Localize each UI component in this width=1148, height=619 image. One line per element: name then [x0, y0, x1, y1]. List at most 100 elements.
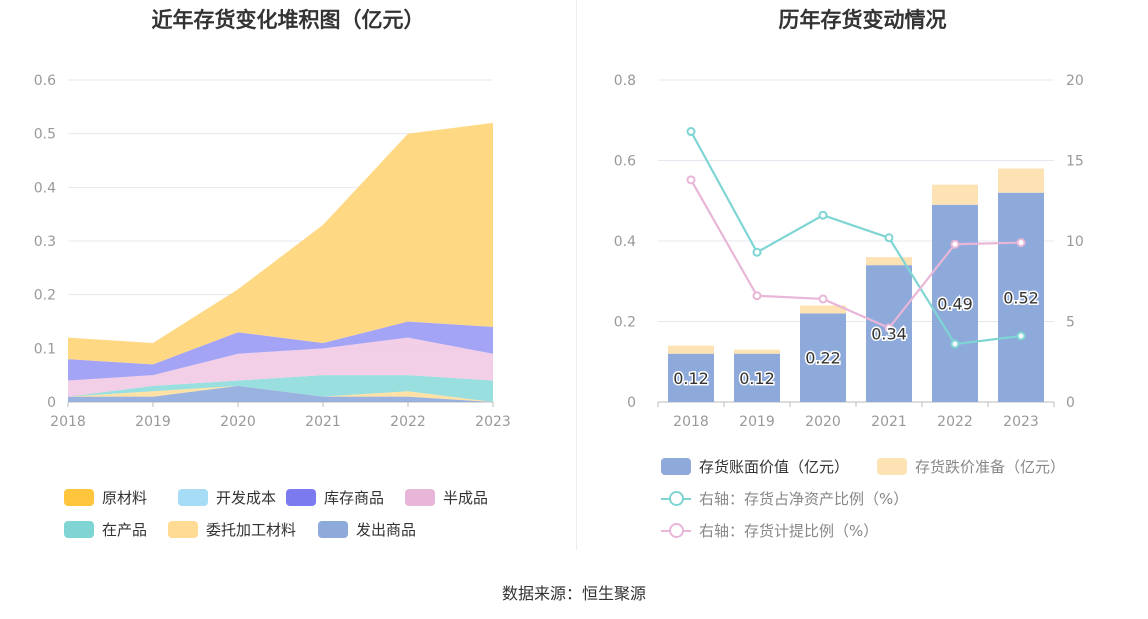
legend-item[interactable]: 存货跌价准备（亿元）: [877, 456, 1065, 477]
bar-book-value: [932, 204, 978, 402]
x-tick-label: 2021: [871, 414, 907, 430]
y2-tick-label: 0: [1066, 395, 1075, 411]
area-原材料: [68, 122, 493, 365]
bar-value-label: 0.49: [937, 294, 973, 313]
bar-value-label: 0.22: [805, 349, 841, 368]
y-tick-label: 0.1: [34, 341, 56, 357]
x-tick-label: 2021: [305, 414, 341, 430]
y-tick-label: 0: [47, 395, 56, 411]
bar-book-value: [734, 353, 780, 402]
line-point: [818, 210, 828, 220]
legend-swatch: [405, 489, 435, 506]
legend-swatch: [168, 521, 198, 538]
legend-swatch: [877, 458, 907, 475]
bar-book-value: [998, 192, 1044, 402]
x-tick-label: 2018: [673, 414, 709, 430]
legend-swatch: [318, 521, 348, 538]
bar-book-value: [866, 265, 912, 402]
line-point: [818, 294, 828, 304]
panel-divider: [576, 0, 577, 550]
legend-label: 委托加工材料: [206, 521, 297, 539]
line-point: [884, 323, 894, 333]
left-chart-title: 近年存货变化堆积图（亿元）: [151, 8, 425, 32]
legend-item[interactable]: 半成品: [405, 487, 488, 508]
line-point: [884, 233, 894, 243]
bar-value-label: 0.52: [1003, 288, 1039, 307]
y-tick-label: 0: [627, 395, 636, 411]
y2-tick-label: 5: [1066, 315, 1075, 331]
right-chart-panel: 历年存货变动情况 0 0.2 0.4 0.6 0.8 0 5 10 15 20 2018 2019 20…: [577, 0, 1148, 550]
area-半成品: [68, 337, 493, 397]
x-tick-label: 2020: [805, 414, 841, 430]
line-point: [752, 247, 762, 257]
legend-label: 开发成本: [216, 489, 277, 507]
legend-swatch: [286, 489, 316, 506]
legend-item[interactable]: 原材料: [64, 487, 147, 508]
x-tick-label: 2020: [220, 414, 256, 430]
stacked-area-chart: 0 0.1 0.2 0.3 0.4 0.5 0.6 2018 2019 2020 2021 2022 2…: [34, 73, 511, 430]
line-point: [686, 175, 696, 185]
legend-label: 库存商品: [324, 489, 385, 507]
legend-swatch: [178, 489, 208, 506]
bar-book-value: [800, 313, 846, 402]
right-chart-title: 历年存货变动情况: [778, 8, 947, 32]
legend-label: 右轴：存货计提比例（%）: [699, 522, 879, 540]
bar-impairment: [734, 349, 780, 354]
y-tick-label: 0.3: [34, 234, 56, 250]
y-tick-label: 0.4: [614, 234, 636, 250]
bar-impairment: [932, 184, 978, 205]
line-point: [1016, 331, 1026, 341]
y-tick-label: 0.6: [614, 154, 636, 170]
y-tick-label: 0.4: [34, 180, 56, 196]
y-tick-label: 0.8: [614, 73, 636, 89]
legend-item[interactable]: 右轴：存货计提比例（%）: [661, 520, 878, 541]
left-chart-panel: 近年存货变化堆积图（亿元） 0 0.1 0.2 0.3 0.4 0.5 0.6 2018 201…: [0, 0, 576, 550]
legend-item[interactable]: 发出商品: [318, 519, 416, 540]
line-point: [950, 339, 960, 349]
legend-item[interactable]: 开发成本: [178, 487, 276, 508]
legend-label: 半成品: [443, 489, 489, 507]
legend-item[interactable]: 在产品: [64, 519, 147, 540]
x-tick-label: 2018: [50, 414, 86, 430]
x-tick-label: 2023: [475, 414, 511, 430]
y2-tick-label: 20: [1066, 73, 1084, 89]
bar-value-label: 0.12: [739, 369, 775, 388]
y2-tick-label: 15: [1066, 154, 1084, 170]
bar-impairment: [800, 305, 846, 314]
area-发出商品: [68, 385, 493, 402]
x-tick-label: 2019: [135, 414, 171, 430]
x-tick-label: 2019: [739, 414, 775, 430]
legend-line-marker: [661, 490, 691, 507]
legend-swatch: [661, 458, 691, 475]
right-chart-legend: 存货账面价值（亿元） 存货跌价准备（亿元） 右轴：存货占净资产比例（%） 右轴：存货计…: [577, 0, 1148, 550]
legend-item[interactable]: 右轴：存货占净资产比例（%）: [661, 488, 908, 509]
bar-value-label: 0.12: [673, 369, 709, 388]
y-tick-label: 0.2: [614, 315, 636, 331]
source-note: 数据来源：恒生聚源: [501, 584, 646, 603]
area-库存商品: [68, 321, 493, 381]
left-chart-legend: 原材料 开发成本 库存商品 半成品在产品 委托加工材料 发出商品: [0, 0, 576, 550]
legend-label: 存货跌价准备（亿元）: [915, 458, 1066, 476]
line-provision-ratio: [690, 179, 1022, 330]
bar-book-value: [668, 353, 714, 402]
legend-label: 发出商品: [356, 521, 417, 539]
area-在产品: [68, 375, 493, 402]
x-tick-label: 2022: [937, 414, 973, 430]
x-tick-label: 2023: [1003, 414, 1039, 430]
legend-line-marker: [661, 522, 691, 539]
legend-swatch: [64, 521, 94, 538]
legend-item[interactable]: 库存商品: [286, 487, 384, 508]
y-tick-label: 0.5: [34, 127, 56, 143]
bar-value-label: 0.34: [871, 325, 907, 344]
line-point: [950, 239, 960, 249]
y-tick-label: 0.2: [34, 288, 56, 304]
line-point: [752, 291, 762, 301]
y-tick-label: 0.6: [34, 73, 56, 89]
y2-tick-label: 10: [1066, 234, 1084, 250]
area-委托加工材料: [68, 385, 493, 402]
legend-label: 右轴：存货占净资产比例（%）: [699, 490, 909, 508]
bar-impairment: [668, 345, 714, 354]
x-tick-label: 2022: [390, 414, 426, 430]
legend-item[interactable]: 委托加工材料: [168, 519, 296, 540]
legend-item[interactable]: 存货账面价值（亿元）: [661, 456, 849, 477]
